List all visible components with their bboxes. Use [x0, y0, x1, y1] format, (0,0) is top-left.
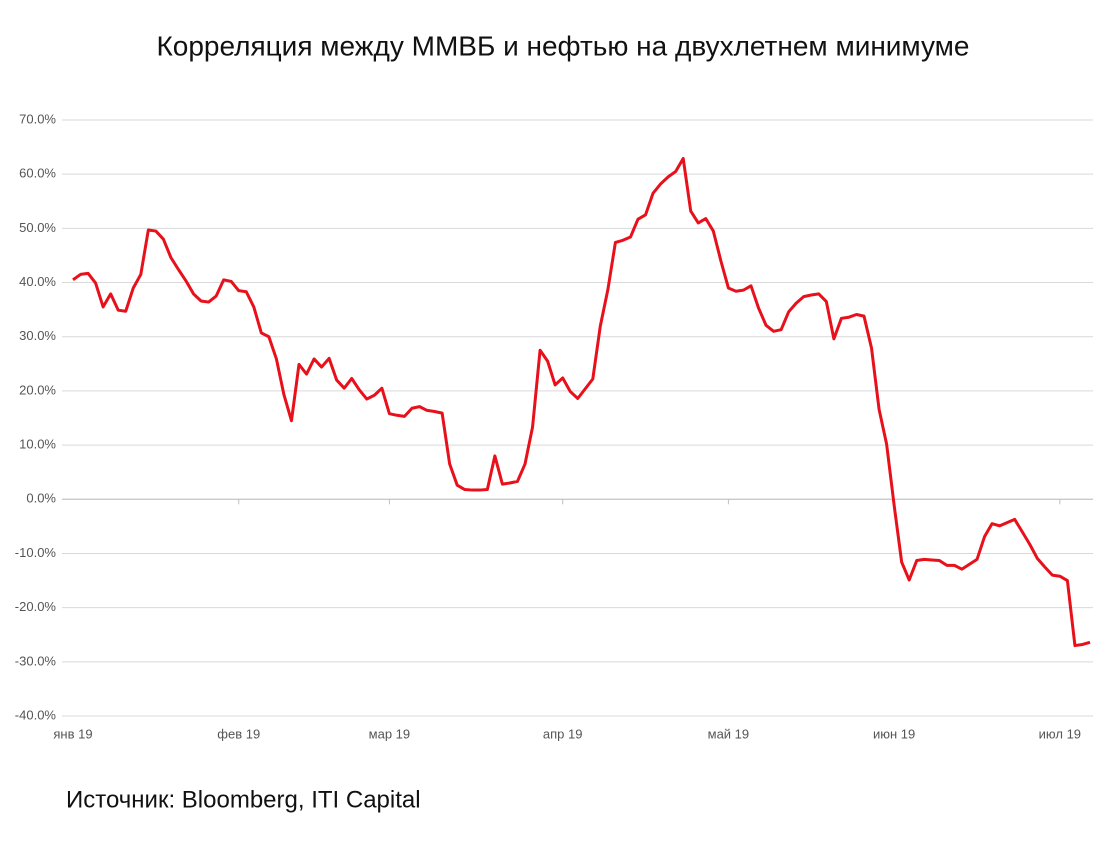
y-tick-label: -20.0%	[15, 599, 57, 614]
y-tick-label: 30.0%	[19, 328, 56, 343]
y-tick-label: 70.0%	[19, 111, 56, 126]
chart-title: Корреляция между ММВБ и нефтью на двухле…	[156, 30, 969, 61]
x-tick-label: янв 19	[53, 726, 92, 741]
data-line	[72, 156, 1091, 648]
x-tick-label: июн 19	[873, 726, 915, 741]
y-tick-label: 40.0%	[19, 274, 56, 289]
x-tick-label: фев 19	[217, 726, 260, 741]
source-note: Источник: Bloomberg, ITI Capital	[66, 786, 421, 813]
y-tick-label: -40.0%	[15, 707, 57, 722]
y-tick-label: 10.0%	[19, 437, 56, 452]
x-tick-label: июл 19	[1039, 726, 1081, 741]
x-tick-label: апр 19	[543, 726, 583, 741]
x-tick-label: мар 19	[369, 726, 410, 741]
y-tick-label: -10.0%	[15, 545, 57, 560]
y-tick-label: 0.0%	[26, 491, 56, 506]
y-tick-label: 20.0%	[19, 382, 56, 397]
y-tick-label: 50.0%	[19, 220, 56, 235]
y-tick-label: 60.0%	[19, 166, 56, 181]
x-tick-label: май 19	[708, 726, 750, 741]
y-tick-label: -30.0%	[15, 653, 57, 668]
